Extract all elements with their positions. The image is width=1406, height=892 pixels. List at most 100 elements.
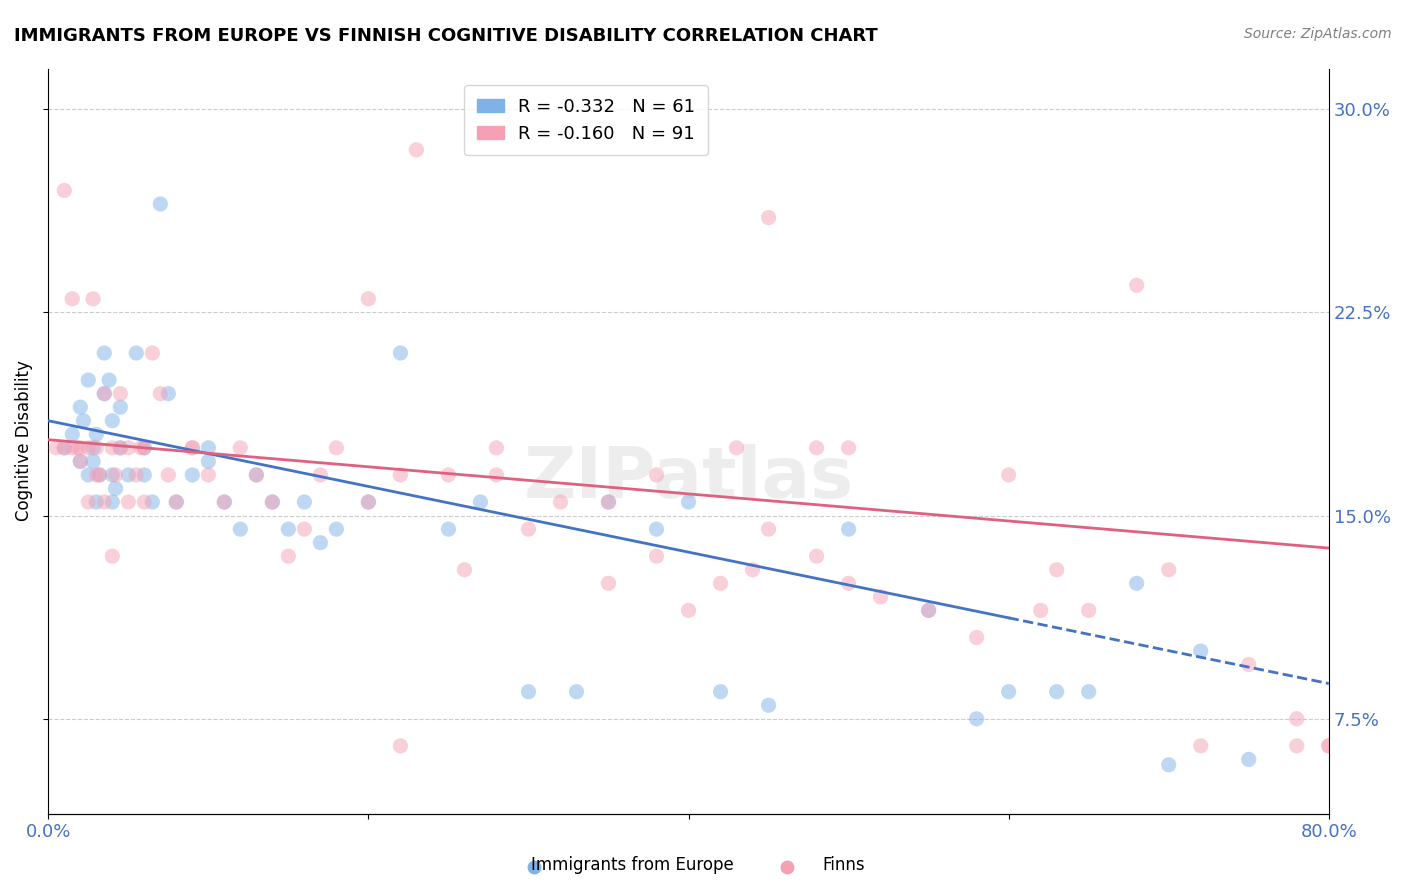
Point [101,441,124,455]
Y-axis label: Cognitive Disability: Cognitive Disability [15,360,32,522]
Point [89,467,111,482]
Point [165,495,187,509]
Point [389,346,412,360]
Point [389,739,412,753]
Point [101,549,124,564]
Point [77,495,100,509]
Point [709,576,731,591]
Point [277,549,299,564]
Point [149,197,172,211]
Point [214,495,236,509]
Point [134,467,156,482]
Point [125,467,148,482]
Point [149,386,172,401]
Point [157,386,180,401]
Point [110,386,132,401]
Point [69,400,91,414]
Text: Finns: Finns [823,856,865,874]
Point [72,414,94,428]
Point [53,183,76,197]
Text: ZIPatlas: ZIPatlas [523,444,853,513]
Point [93,495,115,509]
Point [645,467,668,482]
Point [645,522,668,536]
Point [485,467,508,482]
Point [997,467,1019,482]
Point [966,631,988,645]
Point [758,522,780,536]
Point [110,441,132,455]
Point [517,522,540,536]
Point [838,576,860,591]
Point [77,441,100,455]
Point [758,698,780,713]
Point [110,441,132,455]
Point [437,467,460,482]
Point [997,684,1019,698]
Point [678,495,700,509]
Point [69,441,91,455]
Point [181,441,204,455]
Point [229,522,252,536]
Point [598,495,620,509]
Point [104,482,127,496]
Point [838,441,860,455]
Point [125,346,148,360]
Point [262,495,284,509]
Point [1046,684,1069,698]
Point [292,495,315,509]
Legend: R = -0.332   N = 61, R = -0.160   N = 91: R = -0.332 N = 61, R = -0.160 N = 91 [464,85,709,155]
Point [181,441,204,455]
Point [66,441,89,455]
Point [129,441,152,455]
Point [1350,739,1372,753]
Point [517,684,540,698]
Point [53,441,76,455]
Point [82,454,104,468]
Point [117,495,139,509]
Point [101,414,124,428]
Point [709,684,731,698]
Point [69,454,91,468]
Point [1285,712,1308,726]
Point [1317,739,1340,753]
Point [838,522,860,536]
Point [1125,278,1147,293]
Point [110,400,132,414]
Point [117,441,139,455]
Point [485,441,508,455]
Point [197,454,219,468]
Point [262,495,284,509]
Point [134,495,156,509]
Point [598,495,620,509]
Point [917,603,939,617]
Point [82,292,104,306]
Point [806,549,828,564]
Point [869,590,891,604]
Point [470,495,492,509]
Point [1157,563,1180,577]
Point [60,427,83,442]
Point [197,441,219,455]
Text: IMMIGRANTS FROM EUROPE VS FINNISH COGNITIVE DISABILITY CORRELATION CHART: IMMIGRANTS FROM EUROPE VS FINNISH COGNIT… [14,27,877,45]
Point [69,454,91,468]
Point [229,441,252,455]
Point [1189,739,1212,753]
Point [214,495,236,509]
Point [725,441,748,455]
Point [309,467,332,482]
Point [77,467,100,482]
Point [1077,603,1099,617]
Point [82,441,104,455]
Text: Immigrants from Europe: Immigrants from Europe [531,856,734,874]
Point [309,535,332,549]
Point [758,211,780,225]
Point [453,563,475,577]
Point [134,441,156,455]
Point [292,522,315,536]
Point [45,441,67,455]
Point [98,373,121,387]
Point [84,467,107,482]
Point [405,143,427,157]
Point [357,292,380,306]
